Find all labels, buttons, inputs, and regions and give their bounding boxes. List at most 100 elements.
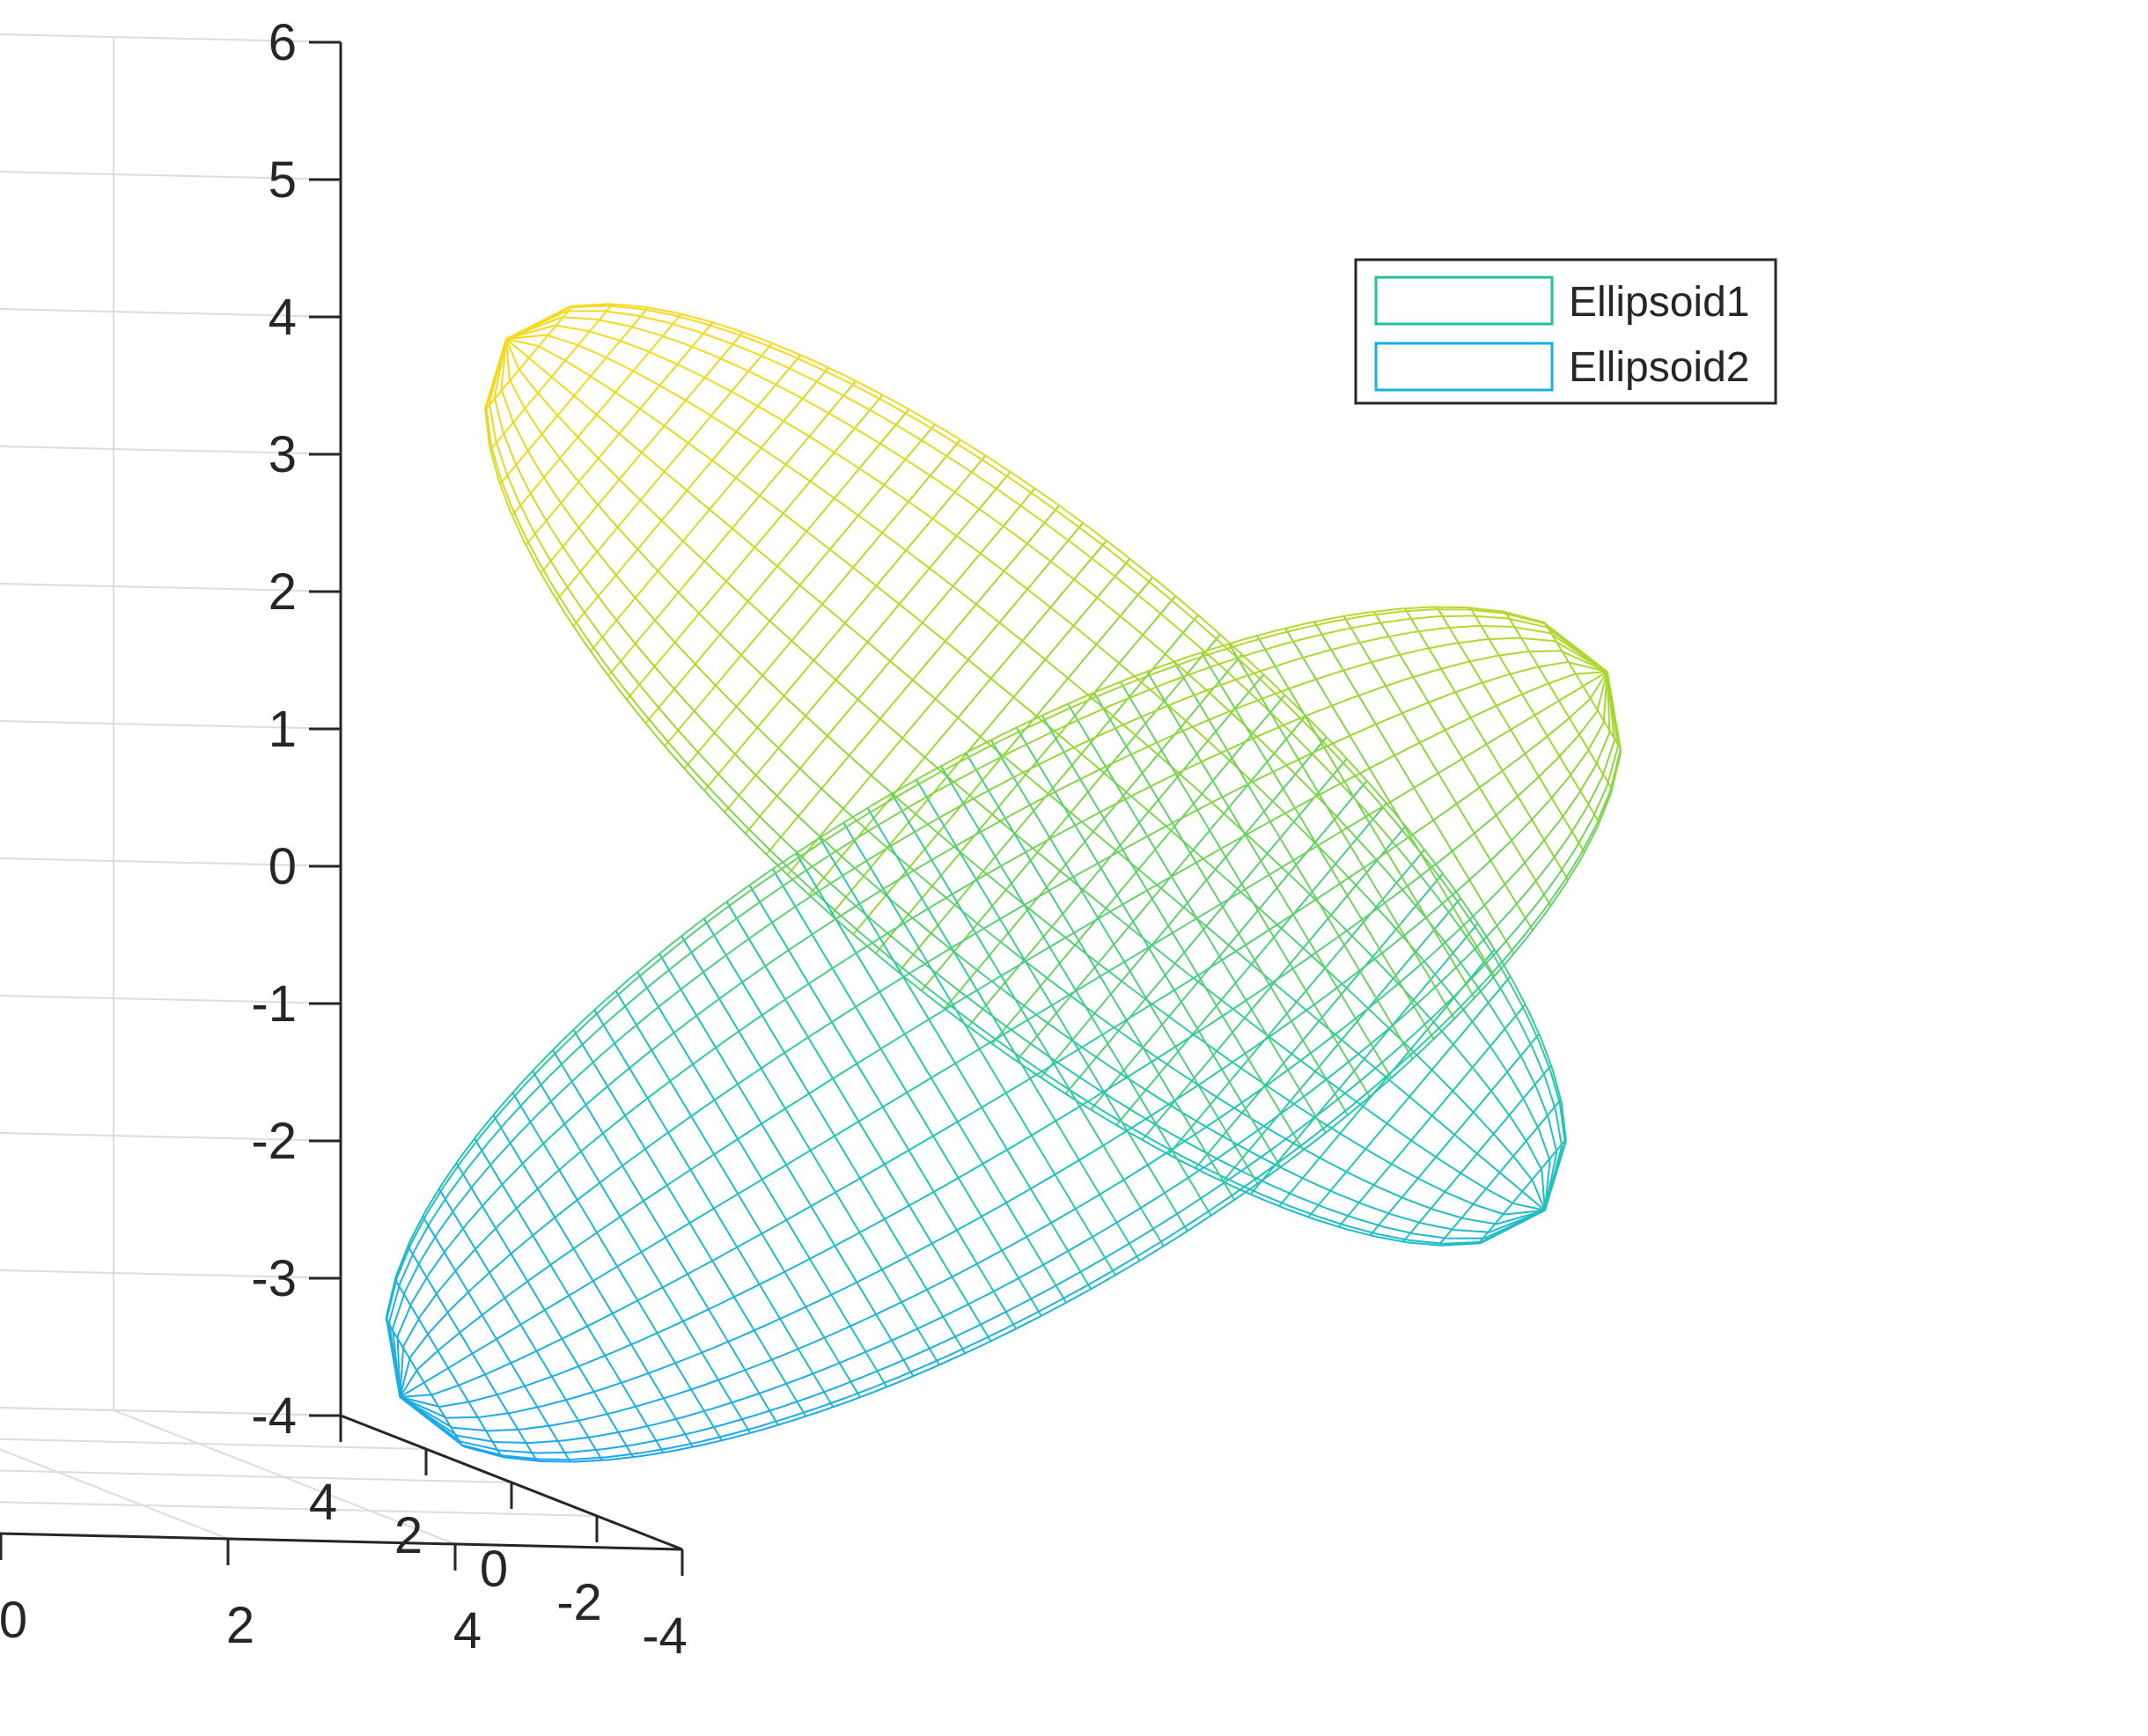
z-tick-label: 4 [268,289,297,346]
ellipsoid2-meridian [1154,1212,1179,1228]
z-tick-label: 1 [268,701,297,758]
ellipsoid2-meridian [609,1159,633,1176]
grid-line-floor-y [0,1518,682,1549]
ellipsoid2-meridian [1104,959,1129,974]
ellipsoid1-meridian [1372,1153,1397,1167]
ellipsoid2-meridian [866,1365,894,1376]
ellipsoid2-meridian [1521,739,1545,757]
ellipsoid2-meridian [929,1123,954,1138]
ellipsoid1-meridian [1528,1011,1541,1039]
ellipsoid1-meridian [1502,1174,1524,1193]
ellipsoid2-meridian [811,1387,839,1397]
ellipsoid1-meridian [587,331,617,340]
ellipsoid2-meridian [651,1231,677,1246]
ellipsoid2-meridian [876,1380,903,1392]
ellipsoid2-meridian [569,1322,595,1335]
ellipsoid1-meridian [1541,1039,1553,1070]
ellipsoid2-meridian [1062,776,1088,789]
ellipsoid2-meridian [901,1365,928,1376]
ellipsoid2-meridian [1053,1273,1078,1287]
ellipsoid2-meridian [785,1343,813,1355]
ellipsoid1-meridian [823,445,847,460]
ellipsoid1-meridian [528,357,550,376]
ellipsoid2-meridian [715,1399,744,1408]
ellipsoid2-meridian [989,1281,1015,1295]
ellipsoid1-meridian [1423,1224,1455,1230]
ellipsoid1-meridian [854,760,875,778]
ellipsoid1-meridian [503,431,514,461]
ellipsoid2-meridian [564,1024,586,1045]
ellipsoid2-meridian [1079,1145,1105,1160]
ellipsoid2-meridian [1445,839,1468,857]
ellipsoid2-meridian [613,1107,636,1125]
ellipsoid1-meridian [1128,565,1150,583]
ellipsoid2-meridian [541,1461,576,1462]
ellipsoid1-meridian [1154,578,1176,596]
ellipsoid1-meridian [596,628,614,651]
ellipsoid1-meridian [1197,790,1218,809]
ellipsoid2-meridian [954,1108,980,1123]
ellipsoid2-meridian [1520,845,1541,868]
ellipsoid1-meridian [562,317,597,320]
ellipsoid2-meridian [496,1442,530,1443]
ellipsoid2-meridian [497,1136,518,1159]
ellipsoid2-meridian [1053,931,1078,945]
ellipsoid2-meridian [1166,1176,1191,1192]
ellipsoid1-meridian [765,821,785,841]
grid-line-floor-y [0,1484,597,1516]
ellipsoid2-meridian [972,1253,997,1267]
ellipsoid2-meridian [1003,960,1028,975]
ellipsoid1-meridian [1271,1185,1298,1196]
ellipsoid2-meridian [1598,792,1612,827]
ellipsoid1-meridian [917,684,939,702]
ellipsoid2-meridian [1179,1082,1203,1098]
ellipsoid1-meridian [559,541,576,565]
ellipsoid2-meridian [1114,693,1141,704]
ellipsoid2-meridian [1027,1287,1053,1301]
ellipsoid1-meridian [675,533,695,553]
ellipsoid1-meridian [1437,1120,1459,1138]
ellipsoid1-meridian [950,645,972,663]
ellipsoid1-meridian [594,454,614,474]
ellipsoid1-meridian [979,1006,1002,1023]
ellipsoid2-meridian [445,1159,463,1186]
ellipsoid1-meridian [939,702,961,721]
ellipsoid1-meridian [532,528,547,555]
ellipsoid2-meridian [1348,962,1372,980]
ellipsoid1-meridian [1159,1099,1184,1114]
ellipsoid1-meridian [1475,1205,1504,1215]
ellipsoid2-meridian [1364,657,1393,665]
x-axis-line [0,1518,682,1549]
ellipsoid2-meridian [1030,835,1056,850]
ellipsoid2-meridian [412,1275,429,1304]
ellipsoid2-meridian [1078,1259,1104,1274]
ellipsoid2-meridian [954,1166,980,1181]
ellipsoid2-meridian [658,1359,686,1370]
ellipsoid1-meridian [889,850,910,868]
ellipsoid2-meridian [1041,1252,1066,1266]
ellipsoid1-meridian [587,374,611,390]
ellipsoid1-meridian [1049,526,1072,543]
axes-layer [0,42,682,1576]
ellipsoid2-meridian [908,859,933,874]
ellipsoid1-meridian [1183,718,1204,737]
ellipsoid2-meridian [1004,850,1030,864]
ellipsoid2-meridian [480,1224,501,1245]
ellipsoid2-meridian [1496,651,1527,656]
ellipsoid2-meridian [703,1145,728,1161]
ellipsoid2-meridian [508,1157,529,1178]
ellipsoid2-meridian [916,817,941,832]
ellipsoid1-meridian [1156,884,1178,902]
ellipsoid2-meridian [827,1010,851,1026]
ellipsoid2-meridian [929,1181,954,1195]
ellipsoid2-meridian [828,955,853,971]
ellipsoid2-meridian [633,1141,657,1159]
ellipsoid1-meridian [1379,1188,1407,1199]
ellipsoid1-meridian [1016,699,1038,717]
ellipsoid2-meridian [711,987,735,1004]
ellipsoid1-meridian [1459,1138,1481,1157]
ellipsoid1-meridian [575,434,594,454]
ellipsoid2-meridian [731,1426,760,1434]
ellipsoid1-meridian [528,489,543,515]
ellipsoid1-meridian [1356,997,1376,1016]
